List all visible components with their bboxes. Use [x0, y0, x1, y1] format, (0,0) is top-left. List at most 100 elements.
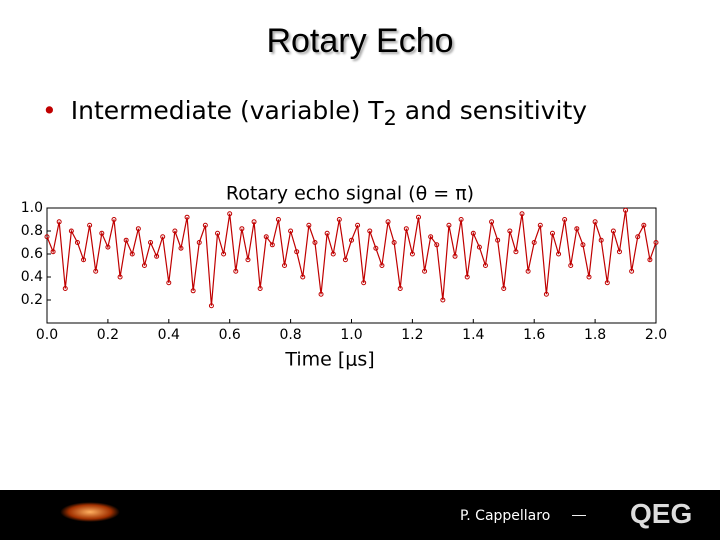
data-point [537, 222, 543, 228]
data-point [129, 251, 135, 257]
data-point [635, 234, 641, 240]
x-tick-label: 1.4 [462, 327, 484, 343]
data-point [349, 237, 354, 243]
x-tick-label: 1.0 [340, 327, 362, 343]
data-point [208, 303, 214, 309]
footer-logo: QEG [630, 498, 693, 529]
data-point [568, 263, 574, 268]
data-point [361, 280, 367, 286]
bullet: • Intermediate (variable) T2 and sensitiv… [42, 96, 587, 130]
data-point [221, 251, 227, 257]
data-point [574, 226, 580, 232]
data-point [373, 245, 379, 251]
data-point [604, 280, 610, 286]
x-tick-label: 1.2 [401, 327, 423, 343]
data-point [428, 234, 434, 240]
data-point [282, 263, 288, 268]
footer-bar: QEG [0, 490, 720, 540]
data-point [263, 234, 269, 240]
x-tick-label: 0.8 [279, 327, 301, 343]
data-point [117, 274, 123, 280]
data-point [190, 288, 196, 294]
data-point [525, 268, 531, 274]
data-point [245, 257, 251, 263]
data-point [495, 237, 501, 243]
data-point [342, 257, 348, 263]
data-point [562, 217, 568, 222]
data-point [239, 226, 245, 232]
y-tick-label: 0.2 [21, 292, 43, 308]
data-point [184, 214, 190, 220]
data-point [409, 251, 415, 257]
y-tick-label: 1.0 [21, 200, 43, 216]
data-point [355, 222, 361, 228]
data-point [56, 219, 62, 225]
data-point [513, 249, 519, 255]
x-tick-label: 1.6 [523, 327, 545, 343]
bullet-text: Intermediate (variable) T [70, 96, 384, 125]
data-point [464, 274, 470, 280]
data-point [598, 237, 604, 243]
data-point [300, 274, 306, 280]
data-point [81, 257, 87, 263]
data-point [549, 230, 555, 236]
data-point [275, 217, 281, 222]
data-point [44, 234, 50, 240]
data-point [482, 263, 488, 268]
data-point [74, 240, 80, 245]
bullet-subscript: 2 [383, 106, 397, 130]
x-tick-label: 0.4 [158, 327, 180, 343]
data-point [330, 251, 336, 257]
data-point [580, 242, 586, 248]
data-point [452, 253, 458, 259]
data-point [434, 242, 440, 248]
data-point [306, 222, 312, 228]
data-point [379, 263, 385, 268]
data-point [543, 291, 549, 297]
data-point [507, 228, 513, 234]
data-point [610, 228, 616, 234]
data-point [446, 222, 452, 228]
data-point [135, 226, 141, 232]
data-point [87, 222, 93, 228]
data-point [312, 240, 318, 245]
data-point [519, 211, 525, 217]
data-point [227, 211, 233, 217]
data-point [531, 240, 537, 245]
data-point [196, 240, 202, 245]
data-point [458, 217, 464, 222]
data-point [172, 228, 178, 234]
data-point [318, 291, 324, 297]
data-point [403, 226, 409, 232]
data-point [257, 286, 263, 291]
data-point [385, 219, 391, 225]
data-point [623, 207, 629, 213]
data-point [470, 230, 476, 236]
data-point [294, 249, 300, 255]
footer-author: P. Cappellaro [460, 508, 551, 524]
plot-frame [46, 207, 657, 324]
data-point [233, 268, 239, 274]
y-tick-label: 0.6 [21, 246, 43, 262]
data-point [415, 214, 421, 220]
data-point [440, 297, 446, 303]
data-point [68, 228, 74, 234]
data-point [215, 230, 221, 236]
x-axis-label: Time [μs] [284, 349, 374, 371]
data-point [653, 240, 659, 245]
bullet-rest: and sensitivity [396, 96, 588, 125]
x-tick-label: 0.6 [219, 327, 241, 343]
data-point [336, 217, 342, 222]
data-point [586, 274, 592, 280]
chart-title: Rotary echo signal (θ = π) [226, 183, 474, 205]
data-point [397, 286, 403, 291]
data-point [251, 219, 257, 225]
data-point [141, 263, 147, 268]
data-point [647, 257, 653, 263]
slide-title: Rotary Echo [266, 22, 454, 60]
data-point [50, 249, 56, 255]
data-point [166, 280, 172, 286]
data-point [123, 237, 129, 243]
data-point [501, 286, 507, 291]
x-tick-label: 1.8 [584, 327, 606, 343]
